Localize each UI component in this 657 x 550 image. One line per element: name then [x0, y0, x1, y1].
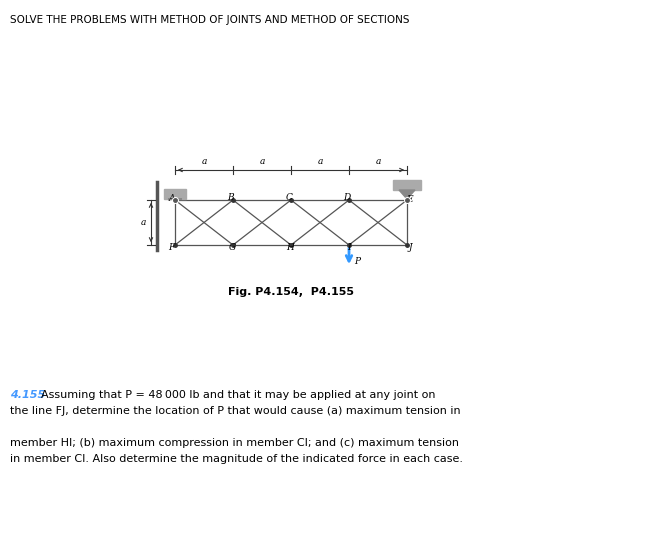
Text: C: C	[285, 193, 292, 202]
Bar	[393, 180, 421, 190]
Text: Fig. P4.154,  P4.155: Fig. P4.154, P4.155	[228, 287, 354, 297]
Text: a: a	[141, 218, 146, 227]
Bar	[164, 189, 186, 199]
Text: F: F	[168, 243, 174, 252]
Text: P: P	[354, 257, 360, 267]
Text: member HI; (b) maximum compression in member CI; and (c) maximum tension: member HI; (b) maximum compression in me…	[10, 438, 459, 448]
Text: a: a	[201, 157, 207, 166]
Polygon shape	[399, 190, 415, 199]
Text: Assuming that P = 48 000 lb and that it may be applied at any joint on: Assuming that P = 48 000 lb and that it …	[34, 390, 436, 400]
Text: J: J	[408, 243, 412, 252]
Text: G: G	[229, 243, 236, 252]
Text: a: a	[317, 157, 323, 166]
Text: the line FJ, determine the location of P that would cause (a) maximum tension in: the line FJ, determine the location of P…	[10, 406, 461, 416]
Text: E: E	[407, 195, 413, 204]
Text: a: a	[375, 157, 380, 166]
Text: D: D	[343, 193, 350, 202]
Text: I: I	[347, 243, 350, 252]
Text: A: A	[169, 194, 175, 203]
Text: SOLVE THE PROBLEMS WITH METHOD OF JOINTS AND METHOD OF SECTIONS: SOLVE THE PROBLEMS WITH METHOD OF JOINTS…	[10, 15, 409, 25]
Text: in member CI. Also determine the magnitude of the indicated force in each case.: in member CI. Also determine the magnitu…	[10, 454, 463, 464]
Text: H: H	[286, 243, 294, 252]
Text: a: a	[260, 157, 265, 166]
Polygon shape	[168, 199, 182, 200]
Text: 4.155: 4.155	[10, 390, 45, 400]
Text: B: B	[227, 193, 234, 202]
